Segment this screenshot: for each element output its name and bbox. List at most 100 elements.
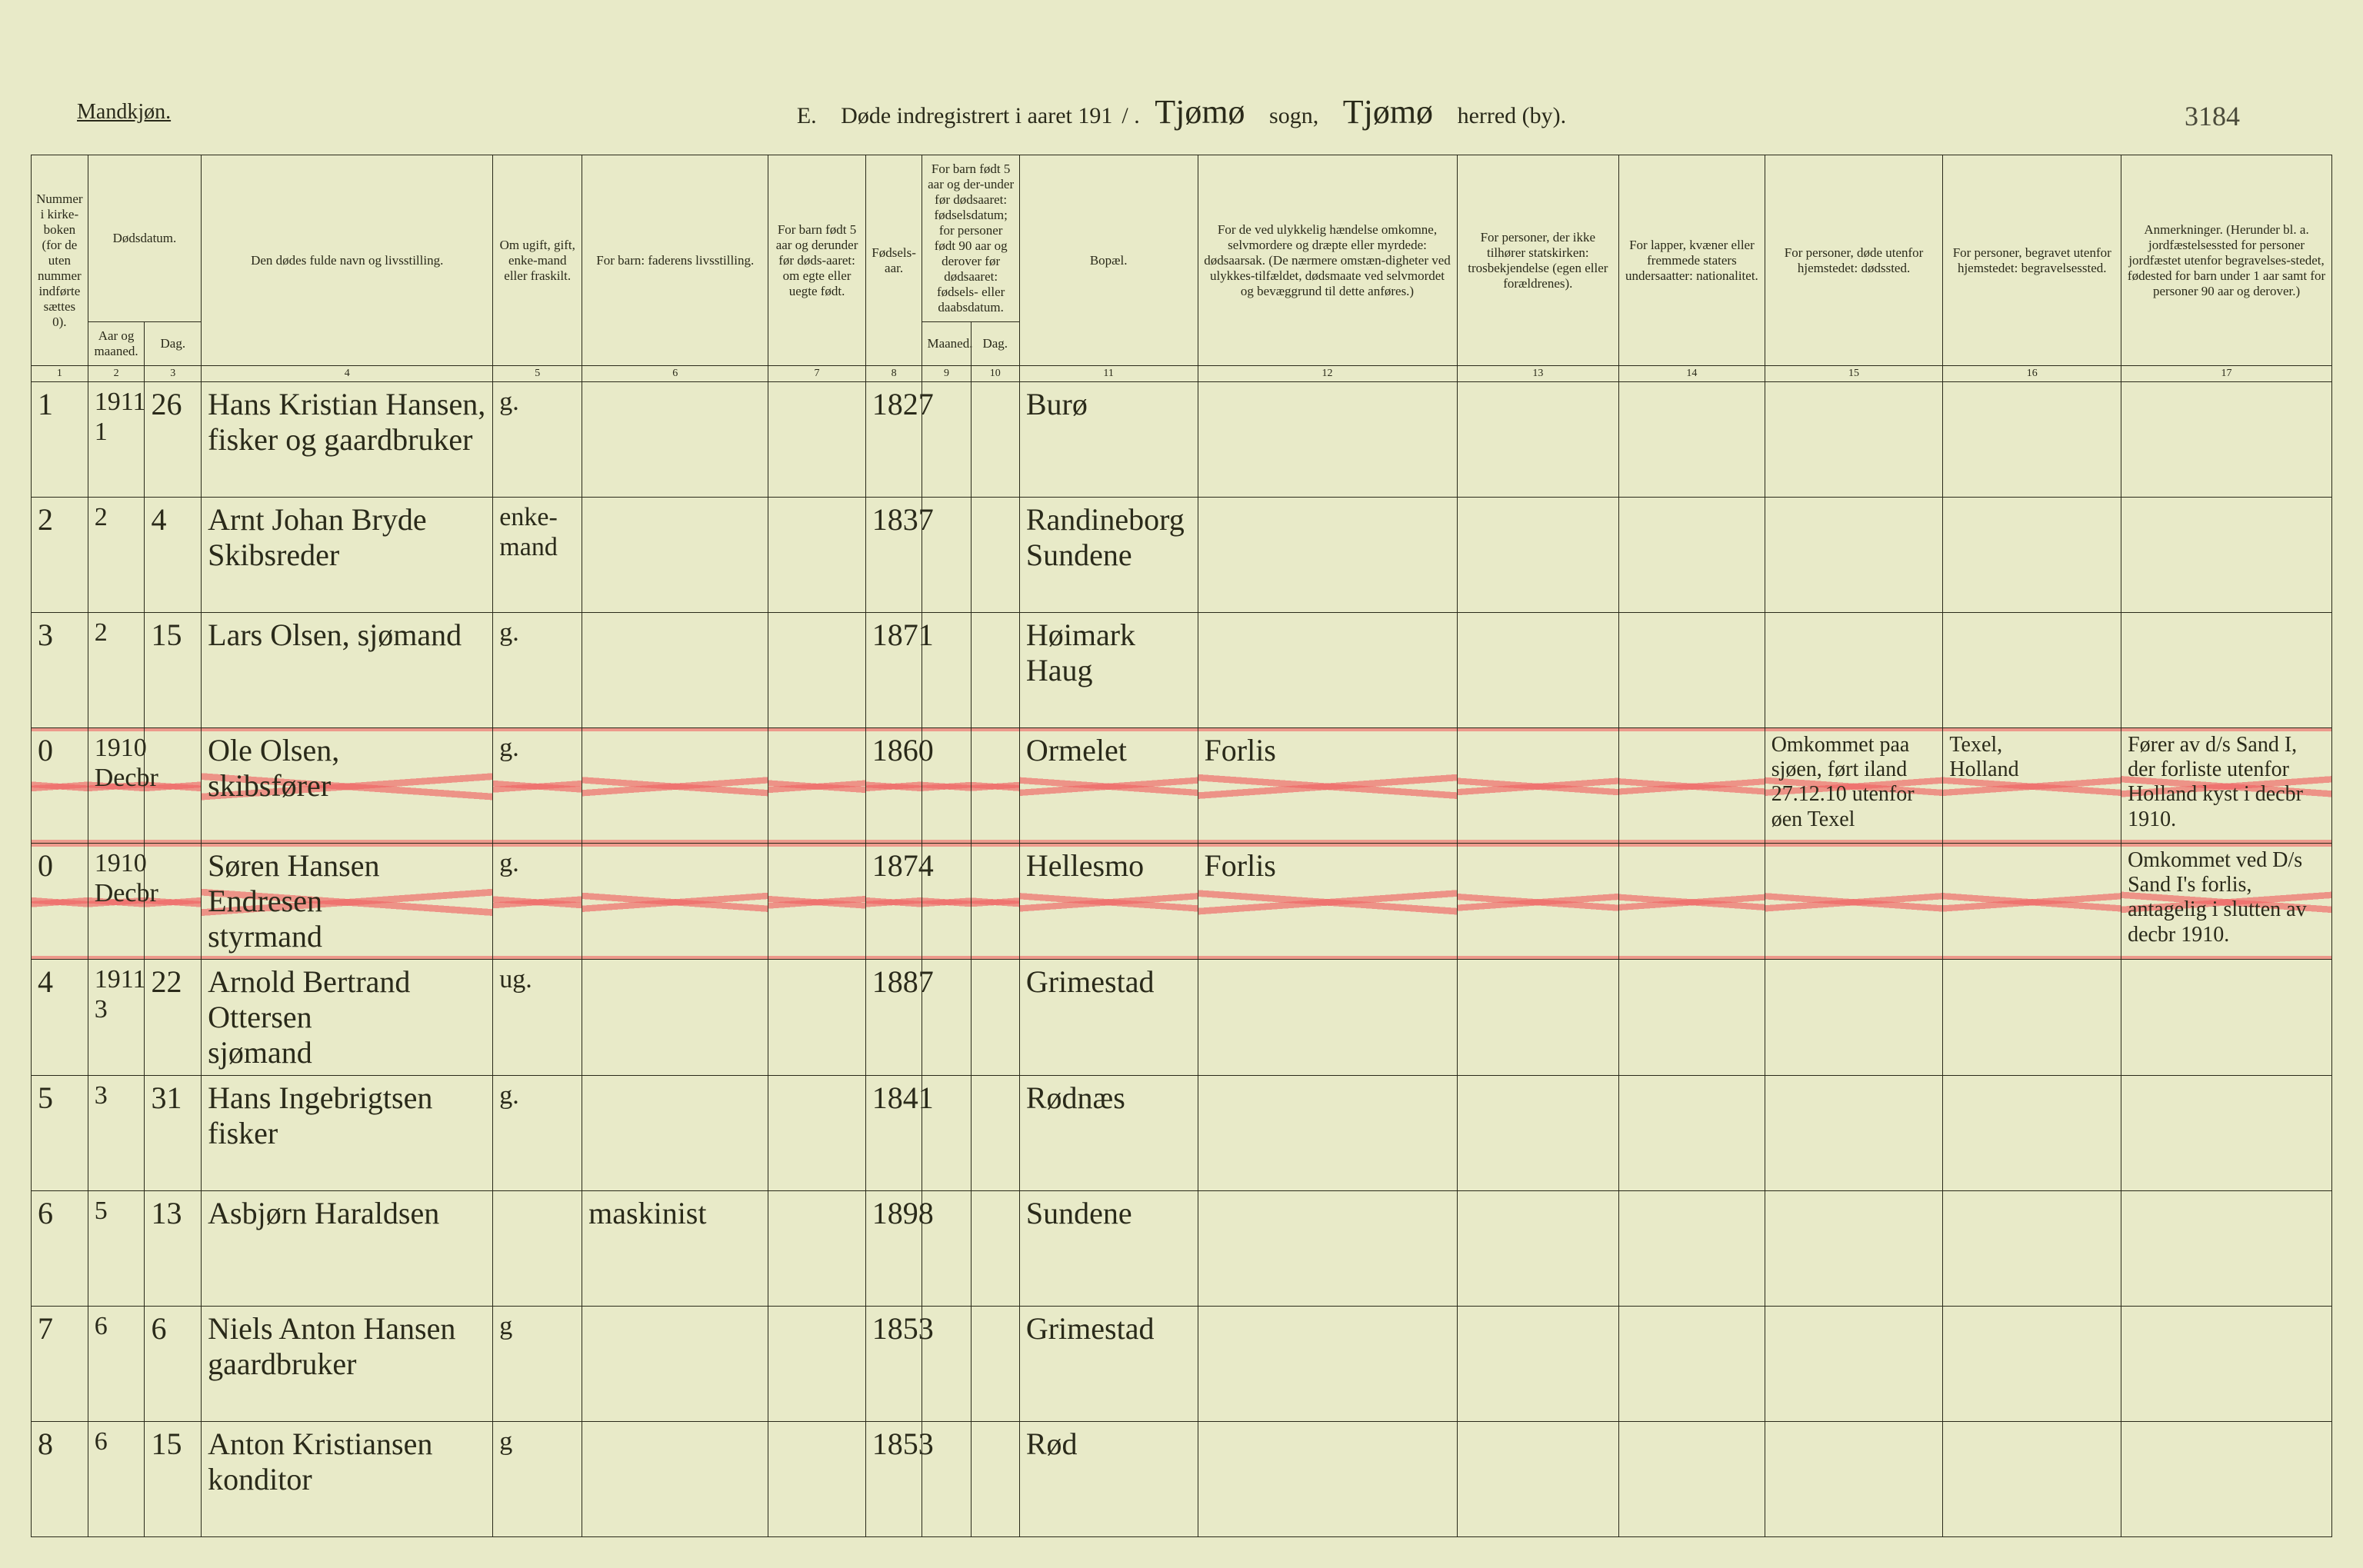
cell [971, 728, 1019, 844]
cell: Omkommet paa sjøen, ført iland 27.12.10 … [1765, 728, 1943, 844]
page-number-note: 3184 [2185, 100, 2240, 132]
column-number: 8 [865, 366, 922, 382]
table-row: 224Arnt Johan Bryde Skibsrederenke- mand… [32, 498, 2332, 613]
cell [1457, 1422, 1619, 1537]
cell: Grimestad [1019, 1307, 1198, 1422]
cell: Arnt Johan Bryde Skibsreder [202, 498, 493, 613]
col-header: Om ugift, gift, enke-mand eller fraskilt… [493, 155, 582, 366]
column-number: 2 [88, 366, 145, 382]
cell [768, 844, 865, 960]
cell [1943, 844, 2121, 960]
cell [768, 1191, 865, 1307]
cell [1765, 1076, 1943, 1191]
cell [768, 382, 865, 498]
cell [1457, 728, 1619, 844]
cell [971, 613, 1019, 728]
cell [768, 960, 865, 1076]
column-number: 7 [768, 366, 865, 382]
cell: Grimestad [1019, 960, 1198, 1076]
cell: 1910 Decbr [88, 844, 145, 960]
cell [1765, 960, 1943, 1076]
cell: 8 [32, 1422, 88, 1537]
cell: Arnold Bertrand Ottersen sjømand [202, 960, 493, 1076]
cell [582, 382, 768, 498]
column-number: 4 [202, 366, 493, 382]
cell [1619, 960, 1765, 1076]
cell: 1911 3 [88, 960, 145, 1076]
cell: Omkommet ved D/s Sand I's forlis, antage… [2121, 844, 2332, 960]
cell [1457, 498, 1619, 613]
cell [1457, 844, 1619, 960]
herred-label: herred (by). [1458, 103, 1567, 128]
col-header: For personer, der ikke tilhører statskir… [1457, 155, 1619, 366]
cell [493, 1191, 582, 1307]
cell: Fører av d/s Sand I, der forliste utenfo… [2121, 728, 2332, 844]
cell [971, 382, 1019, 498]
cell [1457, 1307, 1619, 1422]
cell: Høimark Haug [1019, 613, 1198, 728]
cell: 1 [32, 382, 88, 498]
cell [582, 960, 768, 1076]
col-subheader: Aar og maaned. [88, 322, 145, 366]
table-header: Nummer i kirke-boken (for de uten nummer… [32, 155, 2332, 382]
cell [2121, 382, 2332, 498]
cell [1765, 1191, 1943, 1307]
gender-heading: Mandkjøn. [77, 100, 171, 125]
cell [768, 613, 865, 728]
cell [2121, 613, 2332, 728]
cell: 4 [32, 960, 88, 1076]
cell: 2 [32, 498, 88, 613]
ledger-table: Nummer i kirke-boken (for de uten nummer… [31, 155, 2332, 1537]
cell [582, 1076, 768, 1191]
cell [768, 1422, 865, 1537]
table-row: 5331Hans Ingebrigtsen fiskerg.1841Rødnæs [32, 1076, 2332, 1191]
cell [2121, 1076, 2332, 1191]
cell [768, 498, 865, 613]
cell [1198, 1307, 1457, 1422]
cell: Forlis [1198, 728, 1457, 844]
cell: 1911 1 [88, 382, 145, 498]
col-header: Dødsdatum. [88, 155, 201, 322]
cell [582, 613, 768, 728]
cell: g. [493, 728, 582, 844]
column-number: 13 [1457, 366, 1619, 382]
cell: Anton Kristiansen konditor [202, 1422, 493, 1537]
cell: 5 [32, 1076, 88, 1191]
cell [1619, 1422, 1765, 1537]
cell [1619, 382, 1765, 498]
table-row: 8615Anton Kristiansen konditorg1853Rød [32, 1422, 2332, 1537]
form-year-suffix: / . [1122, 103, 1139, 128]
cell: Forlis [1198, 844, 1457, 960]
col-header: For barn: faderens livsstilling. [582, 155, 768, 366]
cell: 6 [32, 1191, 88, 1307]
cell [768, 1076, 865, 1191]
cell: Rødnæs [1019, 1076, 1198, 1191]
cell [971, 960, 1019, 1076]
cell [1619, 498, 1765, 613]
cell: 15 [145, 1422, 202, 1537]
sogn-label: sogn, [1269, 103, 1318, 128]
cell [2121, 1191, 2332, 1307]
cell [1619, 1307, 1765, 1422]
cell: Rød [1019, 1422, 1198, 1537]
col-header: Nummer i kirke-boken (for de uten nummer… [32, 155, 88, 366]
cell [1943, 498, 2121, 613]
cell [1765, 1307, 1943, 1422]
cell: Sundene [1019, 1191, 1198, 1307]
sogn-value: Tjømø [1155, 93, 1245, 131]
col-header: Fødsels-aar. [865, 155, 922, 366]
cell: Hans Ingebrigtsen fisker [202, 1076, 493, 1191]
col-header: For de ved ulykkelig hændelse omkomne, s… [1198, 155, 1457, 366]
column-number: 14 [1619, 366, 1765, 382]
cell [1619, 1191, 1765, 1307]
cell [1943, 1191, 2121, 1307]
cell [1943, 960, 2121, 1076]
cell: 5 [88, 1191, 145, 1307]
cell [582, 844, 768, 960]
col-header: For lapper, kvæner eller fremmede stater… [1619, 155, 1765, 366]
cell [971, 1307, 1019, 1422]
cell [1457, 1076, 1619, 1191]
cell [1765, 844, 1943, 960]
form-text: Døde indregistrert i aaret 191 [841, 103, 1112, 128]
cell [582, 498, 768, 613]
